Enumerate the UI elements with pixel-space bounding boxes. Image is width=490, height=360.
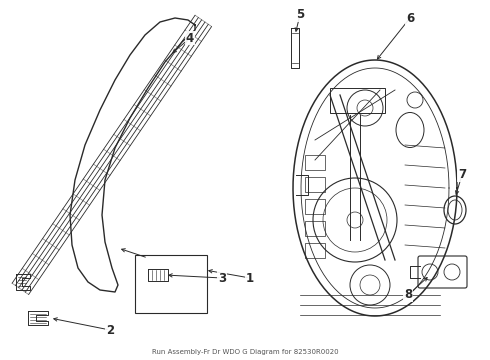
Text: 2: 2 [106, 324, 114, 337]
Text: 1: 1 [246, 271, 254, 284]
Text: 7: 7 [458, 168, 466, 181]
Text: 5: 5 [296, 9, 304, 22]
Text: 3: 3 [218, 271, 226, 284]
Bar [305, 221, 325, 236]
Bar [305, 243, 325, 258]
Text: 6: 6 [406, 12, 414, 24]
Text: 8: 8 [404, 288, 412, 302]
Bar [305, 155, 325, 170]
Text: Run Assembly-Fr Dr WDO G Diagram for 82530R0020: Run Assembly-Fr Dr WDO G Diagram for 825… [152, 349, 338, 355]
Bar [305, 199, 325, 214]
Bar [305, 177, 325, 192]
Text: 4: 4 [186, 31, 194, 45]
Bar [330, 88, 385, 113]
Bar [135, 255, 207, 313]
